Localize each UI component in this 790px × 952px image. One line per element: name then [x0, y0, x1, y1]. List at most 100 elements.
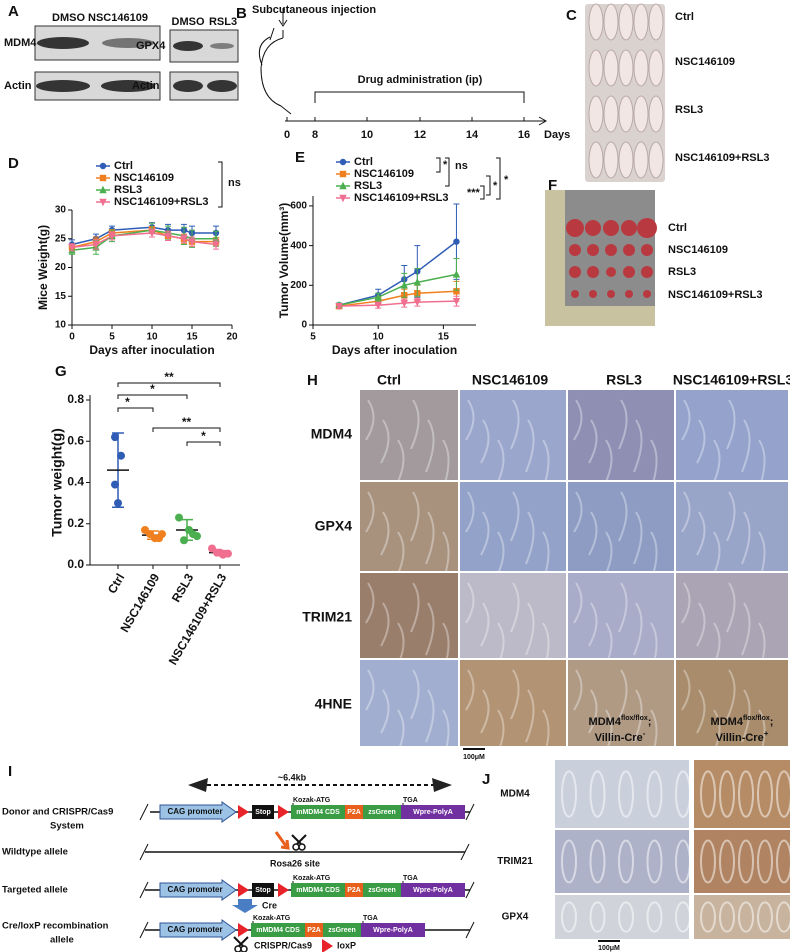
panel-letter: J — [482, 771, 490, 788]
marker — [108, 232, 116, 241]
separator: ; — [770, 716, 774, 728]
promoter — [159, 919, 237, 941]
significance-label: * — [125, 395, 130, 409]
blot-band — [36, 80, 90, 92]
legend-label: NSC146109+RSL3 — [354, 192, 448, 204]
marker — [335, 302, 343, 311]
tissue-texture — [425, 689, 435, 743]
legend-label: Ctrl — [354, 156, 373, 168]
label: Wildtype allele — [2, 847, 68, 858]
tissue-texture — [573, 399, 583, 441]
marker — [99, 185, 107, 194]
tumor — [605, 244, 617, 256]
label: RSL3 — [209, 16, 237, 28]
label: Stop — [255, 887, 271, 894]
tissue-texture — [633, 689, 643, 743]
marker — [339, 181, 347, 190]
blot-band — [102, 38, 154, 48]
crypt — [646, 839, 663, 884]
marker-tick — [292, 803, 404, 805]
marker — [339, 158, 347, 166]
label: NSC146109+RSL3 — [668, 289, 762, 301]
crypt — [646, 901, 663, 933]
element-stop — [252, 805, 274, 819]
gene: MDM4 — [711, 716, 744, 728]
ihc-image — [460, 573, 566, 658]
label: Subcutaneous injection — [252, 4, 376, 16]
tissue-texture — [480, 602, 490, 647]
tumor — [643, 290, 651, 298]
tumor — [585, 220, 601, 236]
y-tick-label: 400 — [290, 240, 307, 251]
label: TGA — [403, 797, 418, 804]
significance-label: *** — [467, 187, 481, 199]
significance-label: ns — [455, 160, 468, 172]
ihc-image — [676, 482, 788, 571]
marker — [99, 162, 107, 170]
label: Wpre-PolyA — [413, 887, 453, 894]
label: Ctrl — [675, 11, 694, 23]
mouse — [618, 141, 634, 179]
crypt — [675, 770, 691, 818]
tissue-texture — [588, 602, 598, 647]
label: Cre — [262, 900, 277, 910]
scissors — [298, 843, 306, 851]
ihc-image — [694, 830, 790, 893]
ihc-image — [568, 390, 674, 480]
tumor — [621, 220, 637, 236]
scissors — [233, 936, 249, 947]
element-stop — [252, 883, 274, 897]
promoter — [159, 801, 237, 823]
mice-photo — [585, 4, 665, 182]
tissue-texture — [510, 491, 520, 542]
significance-bracket — [117, 407, 154, 412]
label: mMDM4 CDS — [296, 809, 340, 816]
x-axis-label: Days after inoculation — [89, 343, 214, 357]
crypt — [700, 770, 716, 818]
timeline-label: 14 — [466, 129, 479, 141]
label: CAG promoter — [167, 925, 222, 934]
mouse — [603, 49, 619, 87]
tissue-texture — [380, 689, 390, 734]
tumor — [566, 219, 584, 237]
label: P2A — [347, 809, 361, 816]
blot-band — [210, 43, 234, 49]
tissue-texture — [480, 419, 490, 464]
label: NSC146109 — [88, 12, 148, 24]
tissue-texture — [573, 582, 583, 624]
legend-label: RSL3 — [114, 184, 142, 196]
label: Rosa26 site — [270, 858, 320, 868]
panel-letter: E — [295, 149, 305, 166]
blot-band — [207, 80, 237, 92]
label: Stop — [255, 809, 271, 816]
element-zsgreen — [323, 923, 361, 937]
ihc-image — [360, 660, 458, 746]
tissue-texture — [726, 669, 736, 720]
tissue-texture — [510, 399, 520, 450]
label: NSC146109 — [675, 56, 735, 68]
ihc-image — [676, 573, 788, 658]
tissue-texture — [495, 439, 505, 487]
series-line — [338, 241, 457, 306]
data-point — [111, 433, 119, 442]
tumor — [641, 244, 653, 256]
marker — [374, 293, 382, 301]
arrow-head — [188, 778, 208, 792]
panel-letter: A — [8, 3, 19, 20]
ihc-image — [694, 760, 790, 828]
label: TRIM21 — [497, 856, 533, 867]
marker — [400, 299, 408, 308]
label: Wpre-PolyA — [373, 927, 413, 934]
mouse — [648, 141, 664, 179]
marker — [68, 244, 76, 252]
label: MDM4 — [500, 789, 530, 800]
label: Actin — [132, 80, 160, 92]
tissue-texture — [495, 709, 505, 757]
mouse — [603, 3, 619, 41]
ihc-image — [568, 482, 674, 571]
label: NSC146109 — [472, 372, 548, 388]
label: zsGreen — [368, 809, 396, 816]
arrow-head — [432, 778, 452, 792]
ihc-image — [676, 390, 788, 480]
tissue-texture — [603, 439, 613, 487]
